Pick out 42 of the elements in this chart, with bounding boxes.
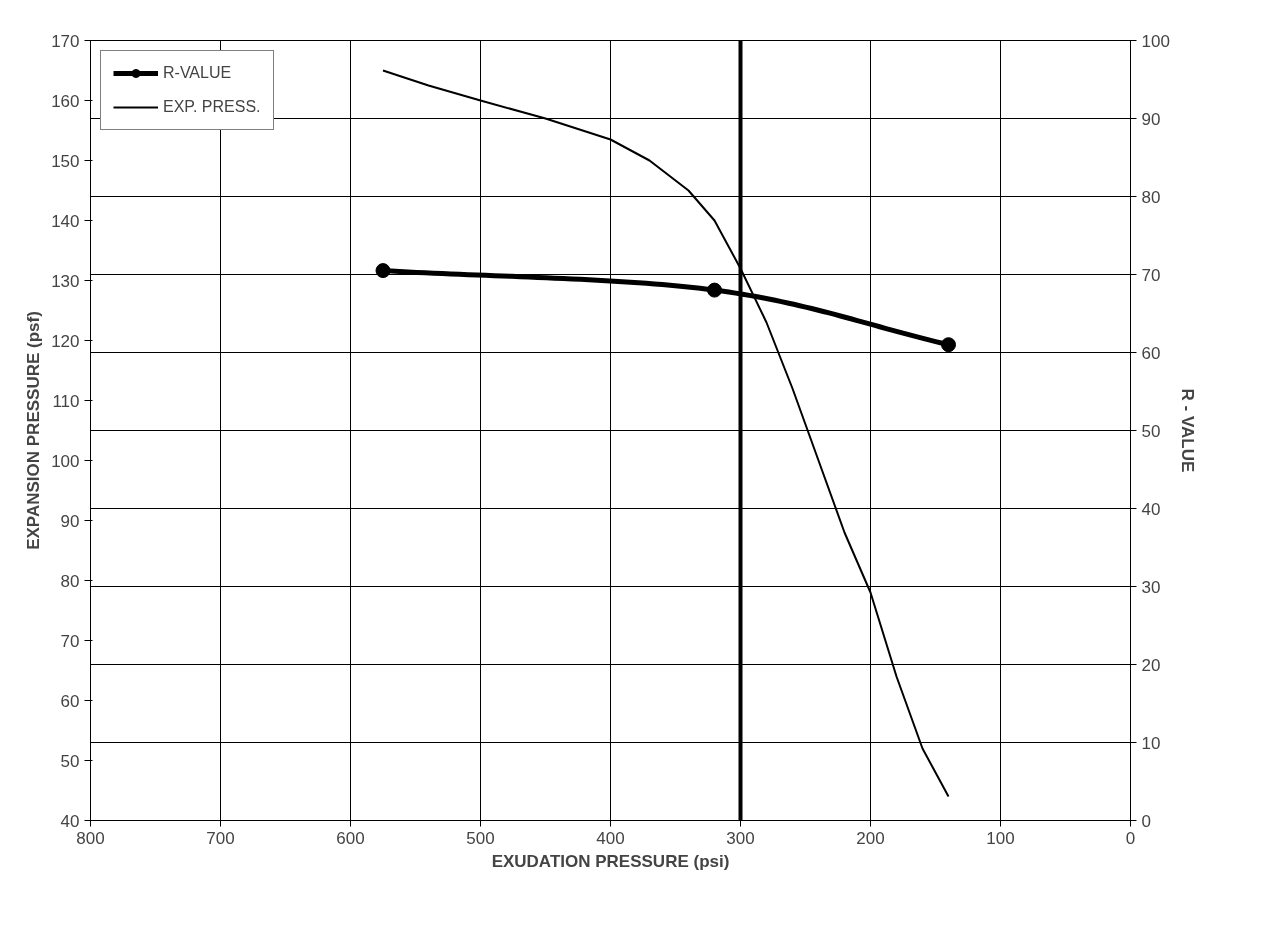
y-tick-label: 140 [51,211,80,231]
y2-tick-label: 10 [1141,733,1161,753]
y2-tick-label: 30 [1141,577,1161,597]
x-tick-label: 100 [986,828,1015,848]
y2-tick-label: 80 [1141,187,1161,207]
x-tick-label: 0 [1125,828,1136,848]
y-tick-label: 150 [51,151,80,171]
y2-axis-title: R - VALUE [1177,388,1197,473]
x-tick-label: 800 [76,828,105,848]
y2-tick-label: 0 [1141,811,1151,831]
y-axis-title: EXPANSION PRESSURE (psf) [24,311,44,550]
y2-tick-label: 100 [1141,31,1170,51]
y-tick-label: 160 [51,91,80,111]
y2-tick-label: 90 [1141,109,1161,129]
point [707,282,722,298]
y-tick-label: 70 [60,631,80,651]
point [375,263,391,279]
y-tick-label: 90 [60,511,80,531]
y2-tick-label: 60 [1141,343,1161,363]
legend-label: EXP. PRESS. [163,98,261,116]
x-tick-label: 600 [336,828,365,848]
y-tick-label: 40 [60,811,80,831]
y2-tick-label: 40 [1141,499,1161,519]
x-tick-label: 500 [466,828,495,848]
x-axis-title: EXUDATION PRESSURE (psi) [491,851,730,871]
y-tick-label: 60 [60,691,80,711]
y2-tick-label: 20 [1141,655,1161,675]
y-tick-label: 110 [52,391,80,411]
y2-tick-label: 70 [1141,265,1161,285]
y-tick-label: 120 [51,331,80,351]
x-tick-label: 300 [726,828,755,848]
x-tick-label: 400 [596,828,625,848]
point [941,337,956,353]
y-tick-label: 100 [51,451,80,471]
legend-label: R-VALUE [163,64,232,82]
y-tick-label: 130 [51,271,80,291]
y2-tick-label: 50 [1141,421,1161,441]
x-tick-label: 200 [856,828,885,848]
x-tick-label: 700 [206,828,235,848]
y-tick-label: 50 [60,751,80,771]
y-tick-label: 80 [60,571,80,591]
y-tick-label: 170 [51,31,80,51]
